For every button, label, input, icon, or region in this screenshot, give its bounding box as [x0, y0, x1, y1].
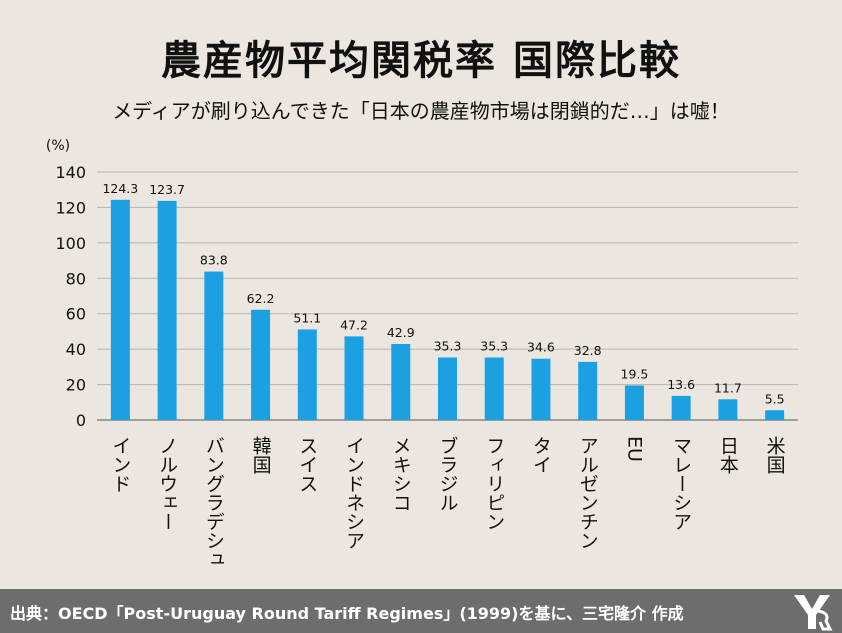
- value-label: 47.2: [340, 317, 368, 332]
- value-label: 62.2: [247, 291, 275, 306]
- value-label: 11.7: [714, 380, 742, 395]
- x-tick-label: 日本: [717, 436, 739, 474]
- bar: [110, 199, 130, 420]
- value-label: 35.3: [434, 338, 462, 353]
- x-tick-label: 韓国: [250, 436, 272, 474]
- value-labels: 124.3 123.7 83.8 62.2 51.1 47.2 42.9 35.3 35.3 34…: [102, 181, 784, 406]
- value-label: 42.9: [387, 325, 415, 340]
- bar: [438, 357, 457, 420]
- bar: [391, 344, 411, 420]
- y-tick-label: 20: [66, 376, 86, 395]
- footer-bar: 出典：OECD「Post-Uruguay Round Tariff Regime…: [0, 589, 842, 633]
- x-tick-label: インド: [109, 436, 131, 493]
- bar: [204, 271, 224, 420]
- bar: [624, 385, 644, 420]
- page-title: 農産物平均関税率 国際比較: [161, 38, 681, 84]
- bars: [110, 199, 785, 420]
- x-tick-label: アルゼンチン: [577, 436, 599, 550]
- value-label: 35.3: [480, 338, 508, 353]
- bar: [157, 200, 177, 420]
- x-tick-label: バングラデシュ: [203, 436, 225, 569]
- x-tick-label: EU: [623, 436, 645, 462]
- x-tick-labels: インド ノルウェー バングラデシュ 韓国 スイス インドネシア メキシコ ブラジル フィリピン タ…: [109, 436, 785, 569]
- bar-chart: (%) 0 20 40 60 80 100 120 140 124.3 123.7 83.8 62.…: [46, 138, 798, 569]
- value-label: 83.8: [200, 253, 228, 268]
- y-tick-label: 0: [76, 411, 86, 430]
- value-label: 5.5: [765, 391, 785, 406]
- page-subtitle: メディアが刷り込んできた「日本の農産物市場は閉鎖的だ…」は嘘！: [112, 99, 730, 123]
- y-tick-label: 40: [66, 340, 86, 359]
- x-tick-label: 米国: [764, 436, 786, 474]
- value-label: 19.5: [621, 366, 649, 381]
- brand-logo-icon: [794, 595, 833, 631]
- x-tick-label: ノルウェー: [156, 436, 178, 531]
- bar: [765, 410, 785, 420]
- bar: [297, 329, 317, 420]
- x-tick-label: メキシコ: [390, 436, 412, 512]
- bar: [344, 336, 364, 420]
- value-label: 51.1: [293, 310, 321, 325]
- x-tick-label: ブラジル: [437, 436, 459, 512]
- value-label: 34.6: [527, 340, 555, 355]
- x-tick-label: インドネシア: [343, 436, 365, 550]
- bar: [484, 357, 504, 420]
- x-tick-label: マレーシア: [670, 436, 692, 531]
- x-tick-label: タイ: [530, 436, 552, 474]
- source-citation: 出典：OECD「Post-Uruguay Round Tariff Regime…: [10, 604, 684, 623]
- x-tick-label: スイス: [296, 436, 318, 493]
- bar: [251, 309, 271, 420]
- x-tick-label: フィリピン: [483, 436, 505, 531]
- value-label: 13.6: [667, 377, 695, 392]
- bar: [578, 361, 598, 420]
- y-axis-label: (%): [46, 138, 70, 154]
- bar: [531, 358, 551, 420]
- y-tick-label: 80: [66, 269, 86, 288]
- y-tick-label: 60: [66, 305, 86, 324]
- y-tick-label: 140: [55, 163, 86, 182]
- value-label: 32.8: [574, 343, 602, 358]
- bar: [671, 395, 691, 420]
- y-tick-label: 120: [55, 198, 86, 217]
- value-label: 124.3: [102, 181, 138, 196]
- y-tick-label: 100: [55, 234, 86, 253]
- value-label: 123.7: [149, 182, 185, 197]
- bar: [718, 399, 738, 420]
- y-tick-labels: 0 20 40 60 80 100 120 140: [55, 163, 86, 430]
